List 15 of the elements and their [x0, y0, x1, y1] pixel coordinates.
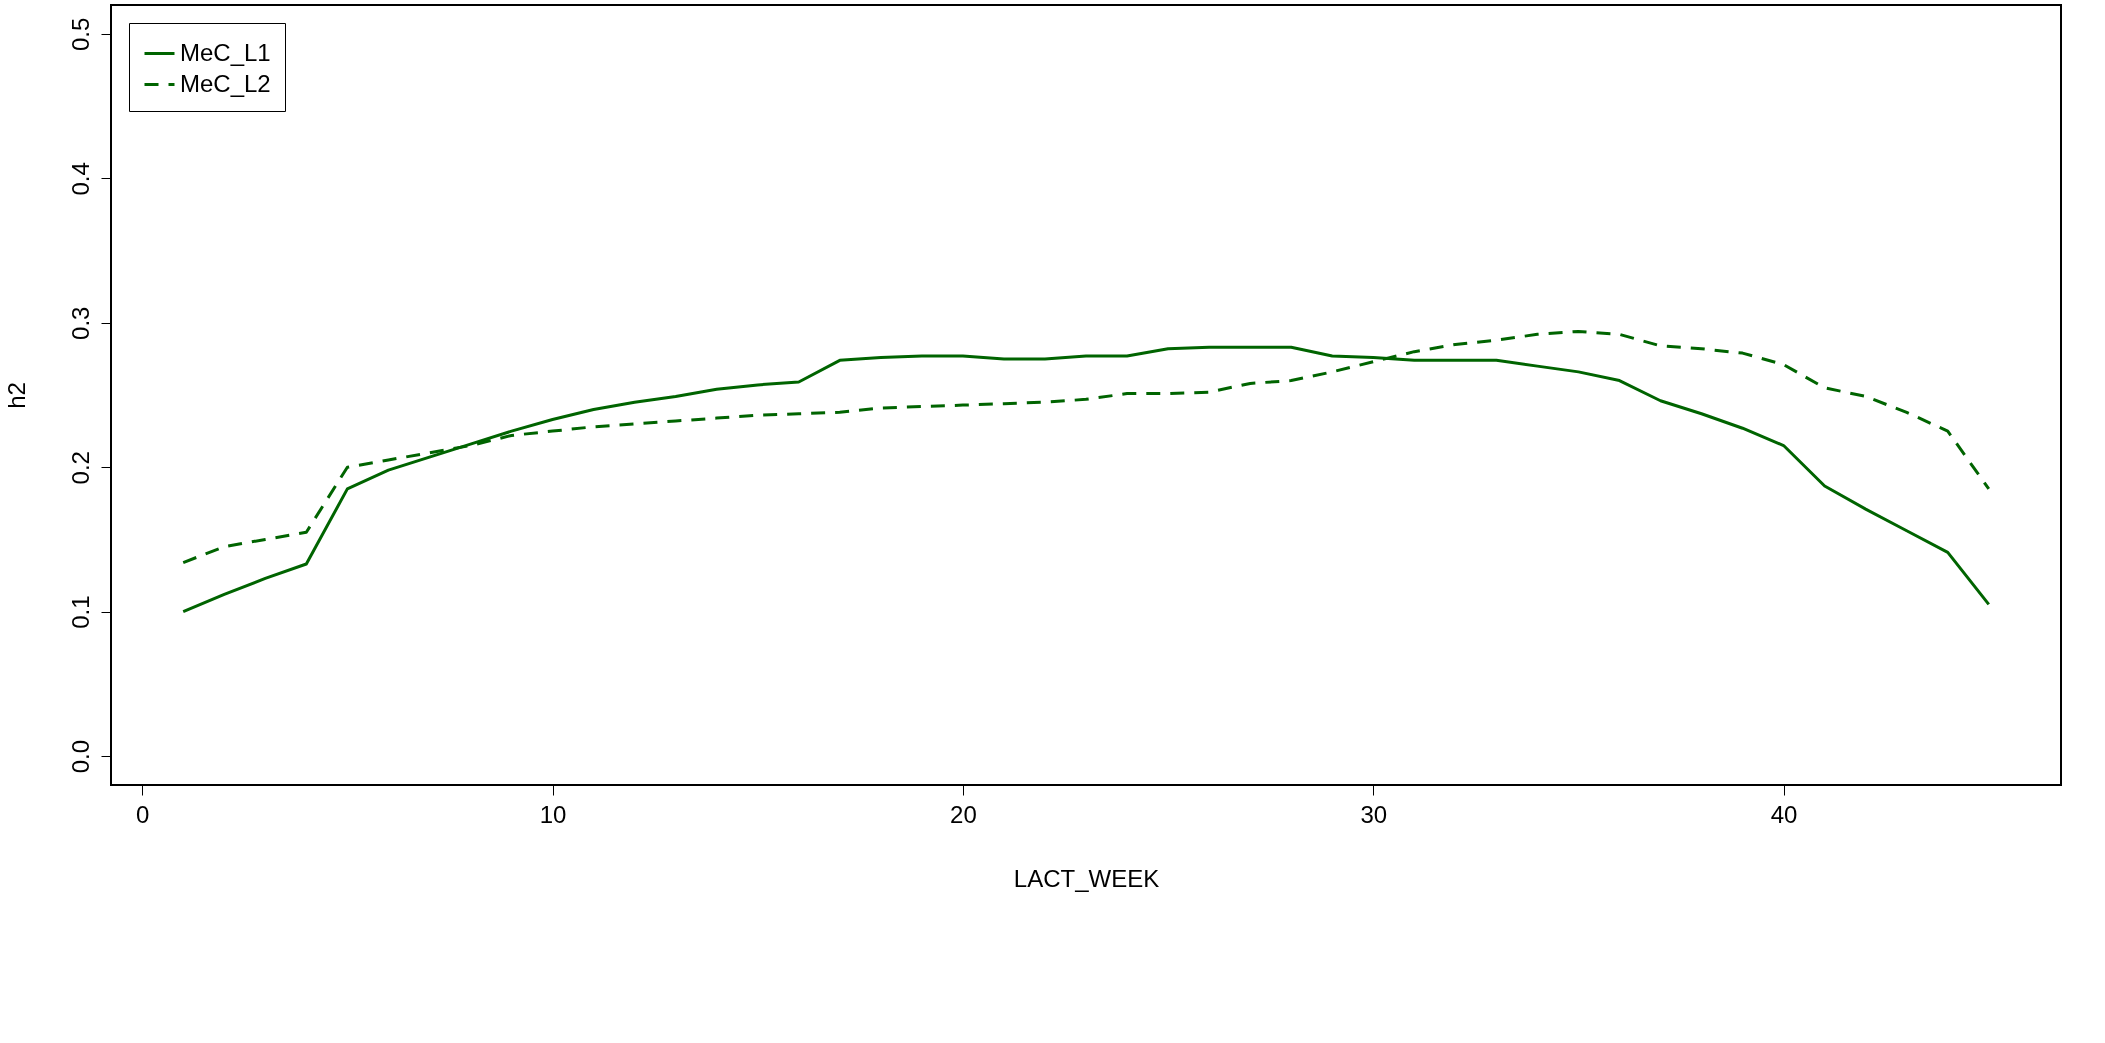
y-tick-label: 0.2	[66, 451, 94, 485]
x-axis-title: LACT_WEEK	[1013, 864, 1160, 892]
x-tick-label: 0	[136, 800, 150, 828]
y-tick-label: 0.5	[66, 17, 94, 52]
legend-label: MeC_L2	[180, 69, 271, 97]
y-tick-label: 0.0	[66, 739, 94, 774]
y-tick-label: 0.4	[66, 162, 94, 196]
x-tick-label: 40	[1770, 800, 1798, 828]
y-tick-label: 0.3	[66, 306, 94, 340]
x-tick-label: 30	[1360, 800, 1388, 828]
x-tick-label: 20	[950, 800, 977, 828]
y-axis-title: h2	[2, 382, 30, 409]
x-tick-label: 10	[539, 800, 567, 828]
legend-label: MeC_L1	[180, 38, 271, 66]
y-tick-label: 0.1	[66, 595, 94, 629]
